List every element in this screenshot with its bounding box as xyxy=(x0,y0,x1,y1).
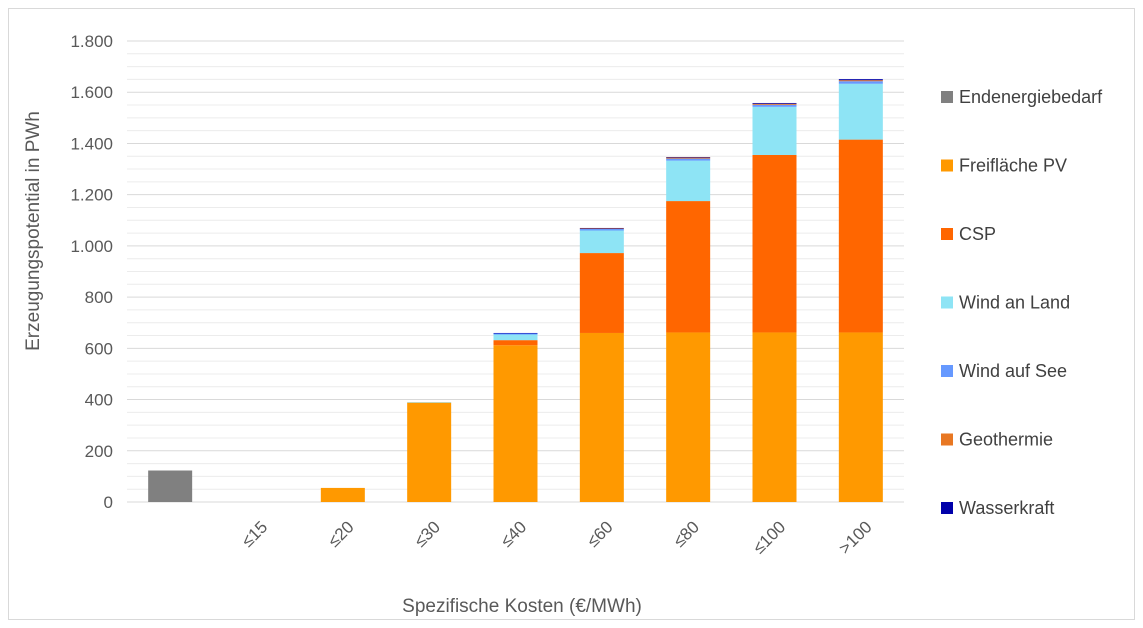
y-axis-title: Erzeugungspotential in PWh xyxy=(23,111,44,351)
y-tick-label: 400 xyxy=(85,391,113,410)
legend-swatch xyxy=(941,433,953,446)
legend-swatch xyxy=(941,502,953,514)
bar-segment-wasserkraft xyxy=(838,79,883,81)
bar-segment-freifl-che-pv xyxy=(666,332,711,502)
bar-segment-geothermie xyxy=(838,80,883,82)
legend-label: Freifläche PV xyxy=(959,156,1067,176)
bar-segment-freifl-che-pv xyxy=(320,487,365,502)
bar-segment-wind-auf-see xyxy=(579,228,624,231)
bar-segment-wasserkraft xyxy=(752,102,797,104)
legend-swatch xyxy=(941,296,953,309)
bar-segment-csp xyxy=(493,340,538,346)
x-tick-labels: ≤15 ≤20 ≤30 ≤40 ≤60 ≤80 ≤100 >100 xyxy=(238,517,876,558)
bar-segment-wind-an-land xyxy=(666,160,711,202)
bar-segment-wind-an-land xyxy=(752,106,797,155)
bar-segment-wasserkraft xyxy=(666,157,711,158)
bar-segment-wind-auf-see xyxy=(838,81,883,84)
legend-label: Wind an Land xyxy=(959,293,1070,313)
bar-segment-wasserkraft xyxy=(493,332,538,334)
bar-segment-freifl-che-pv xyxy=(407,402,452,502)
legend-label: CSP xyxy=(959,224,996,244)
legend-swatch xyxy=(941,365,953,377)
bar-segment-csp xyxy=(752,154,797,333)
bar-segment-csp xyxy=(579,253,624,333)
chart-frame: 0 200 400 600 800 1.000 1.200 1.400 1.600 1.800 ≤… xyxy=(8,8,1135,620)
y-tick-label: 1.400 xyxy=(70,134,113,153)
bar-segment-endenergiebedarf xyxy=(148,470,193,502)
bar-segment-freifl-che-pv xyxy=(579,332,624,502)
legend-label: Geothermie xyxy=(959,430,1053,450)
x-tick-label: ≤15 xyxy=(238,517,271,550)
bar-segment-wind-an-land xyxy=(838,83,883,140)
bar-segment-wind-auf-see xyxy=(666,158,711,161)
x-tick-label: ≤40 xyxy=(497,517,530,550)
y-tick-label: 800 xyxy=(85,288,113,307)
legend-label: Wind auf See xyxy=(959,361,1067,381)
x-tick-label: ≤80 xyxy=(670,517,703,550)
y-tick-label: 1.800 xyxy=(70,32,113,51)
bar-segment-wind-auf-see xyxy=(752,104,797,107)
x-tick-label: ≤100 xyxy=(749,517,789,557)
bar-segment-freifl-che-pv xyxy=(493,345,538,502)
legend-swatch xyxy=(941,228,953,240)
bar-segment-csp xyxy=(838,139,883,333)
bar-segment-wind-auf-see xyxy=(493,333,538,335)
bar-segment-wasserkraft xyxy=(579,227,624,229)
bar-segment-wind-an-land xyxy=(407,402,452,403)
bar-segment-wind-an-land xyxy=(579,230,624,254)
y-tick-label: 0 xyxy=(104,493,113,512)
y-tick-label: 1.200 xyxy=(70,186,113,205)
bars xyxy=(148,79,883,502)
bar-segment-geothermie xyxy=(752,103,797,105)
bar-segment-geothermie xyxy=(579,228,624,229)
legend-swatch xyxy=(941,159,953,172)
x-tick-label: ≤20 xyxy=(324,517,357,550)
x-tick-label: >100 xyxy=(835,517,876,558)
y-tick-label: 200 xyxy=(85,442,113,461)
x-tick-label: ≤30 xyxy=(411,517,444,550)
y-tick-label: 600 xyxy=(85,339,113,358)
chart-svg: 0 200 400 600 800 1.000 1.200 1.400 1.600 1.800 ≤… xyxy=(23,32,1103,617)
y-tick-labels: 0 200 400 600 800 1.000 1.200 1.400 1.600 1.800 xyxy=(70,32,113,512)
y-tick-label: 1.000 xyxy=(70,237,113,256)
x-tick-label: ≤60 xyxy=(583,517,616,550)
legend-label: Wasserkraft xyxy=(959,498,1054,518)
bar-segment-geothermie xyxy=(666,157,711,159)
bar-segment-wind-an-land xyxy=(493,334,538,341)
legend-swatch xyxy=(941,91,953,103)
legend: Endenergiebedarf Freifläche PV CSP Wind an … xyxy=(941,87,1103,518)
x-axis-title: Spezifische Kosten (€/MWh) xyxy=(402,596,642,617)
legend-label: Endenergiebedarf xyxy=(959,87,1103,107)
bar-segment-freifl-che-pv xyxy=(752,332,797,502)
bar-segment-freifl-che-pv xyxy=(838,332,883,502)
bar-segment-csp xyxy=(666,201,711,333)
y-tick-label: 1.600 xyxy=(70,83,113,102)
